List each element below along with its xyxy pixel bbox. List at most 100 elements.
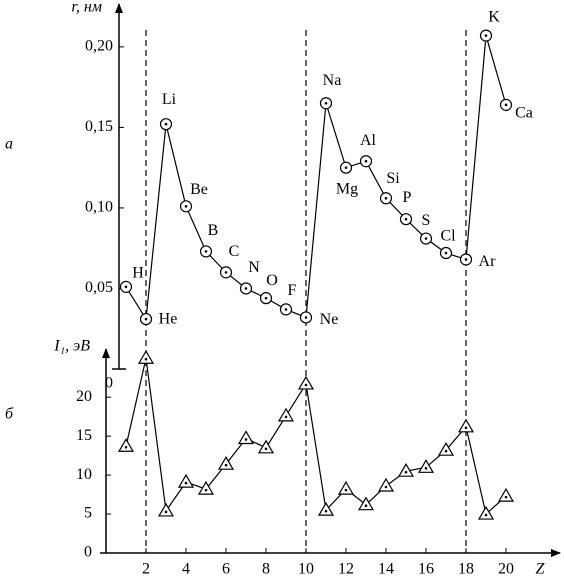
point-dot — [484, 513, 488, 517]
point-dot — [444, 251, 448, 255]
point-dot — [144, 357, 148, 361]
element-label: F — [288, 282, 297, 299]
point — [237, 430, 255, 445]
element-label: H — [132, 265, 144, 282]
y-tick-label: 0,15 — [85, 118, 113, 135]
x-tick-label: 8 — [262, 561, 270, 578]
point-dot — [504, 495, 508, 499]
point-dot — [284, 308, 288, 311]
panel-label: б — [5, 406, 14, 423]
point-dot — [364, 159, 368, 163]
point-dot — [284, 415, 288, 419]
series-line — [125, 358, 507, 516]
point — [197, 480, 215, 495]
point-dot — [444, 449, 448, 453]
point-dot — [184, 481, 188, 485]
point-dot — [344, 166, 348, 169]
point-dot — [264, 447, 268, 451]
series-line — [125, 35, 507, 321]
point — [437, 441, 455, 456]
x-tick-label: 16 — [418, 561, 434, 578]
element-label: Si — [386, 170, 400, 187]
point-dot — [124, 445, 128, 449]
point-dot — [144, 317, 148, 321]
point-dot — [244, 287, 248, 290]
x-tick-label: 12 — [338, 561, 354, 578]
element-label: He — [159, 311, 178, 328]
element-label: Li — [162, 91, 177, 108]
element-label: Mg — [336, 180, 358, 197]
element-label: S — [422, 212, 431, 229]
point-dot — [164, 122, 168, 126]
y-tick-label: 0 — [105, 375, 113, 392]
point-dot — [264, 296, 268, 300]
point-dot — [384, 485, 388, 489]
point-dot — [384, 196, 388, 200]
point — [497, 487, 515, 502]
x-tick-label: 20 — [498, 561, 514, 578]
point-dot — [484, 34, 488, 37]
point-dot — [464, 426, 468, 430]
point — [357, 496, 375, 511]
x-axis-label: Z — [536, 561, 546, 578]
y-tick-label: 15 — [76, 427, 92, 444]
point-dot — [304, 316, 308, 319]
point-dot — [324, 509, 328, 513]
x-tick-label: 2 — [142, 561, 150, 578]
point — [417, 459, 435, 473]
element-label: Ar — [479, 253, 497, 270]
y-tick-label: 0,05 — [85, 279, 113, 296]
point-dot — [204, 488, 208, 492]
element-label: Na — [323, 72, 342, 89]
point — [177, 473, 195, 488]
point-dot — [124, 285, 128, 289]
point-dot — [204, 250, 208, 253]
point-dot — [424, 237, 428, 240]
panel-label: а — [5, 136, 13, 153]
y-tick-label: 0,20 — [85, 38, 113, 55]
point — [337, 480, 355, 495]
y-tick-label: 0 — [84, 544, 92, 561]
point — [297, 375, 315, 390]
element-label: Be — [190, 181, 208, 198]
element-label: K — [488, 8, 500, 25]
y-axis-label: I₁, эВ — [53, 338, 90, 355]
point — [257, 439, 275, 454]
element-label: Ca — [515, 105, 533, 122]
point — [457, 418, 475, 433]
y-axis-label: r, нм — [71, 0, 102, 16]
point-dot — [224, 271, 228, 274]
point-dot — [364, 504, 368, 507]
point-dot — [224, 463, 228, 467]
point — [117, 438, 135, 452]
element-label: B — [208, 222, 219, 239]
point-dot — [184, 205, 188, 208]
x-tick-label: 6 — [222, 561, 230, 578]
element-label: N — [248, 259, 260, 276]
point-dot — [344, 488, 348, 492]
point-dot — [464, 258, 468, 261]
x-tick-label: 14 — [378, 561, 394, 578]
element-label: P — [403, 189, 412, 206]
element-label: Al — [360, 132, 377, 149]
y-tick-label: 20 — [76, 388, 92, 405]
point-dot — [324, 101, 328, 105]
x-tick-label: 18 — [458, 561, 474, 578]
point-dot — [504, 103, 508, 107]
point — [137, 350, 155, 364]
point — [157, 502, 175, 517]
point — [317, 501, 335, 516]
point — [217, 455, 235, 470]
y-tick-label: 5 — [84, 505, 92, 522]
point-dot — [404, 217, 408, 221]
point-dot — [424, 467, 428, 470]
point-dot — [404, 470, 408, 474]
element-label: O — [266, 272, 278, 289]
element-label: Cl — [440, 228, 456, 245]
y-tick-label: 10 — [76, 466, 92, 483]
point — [277, 407, 295, 422]
element-label: C — [229, 243, 240, 260]
point — [397, 463, 415, 477]
point-dot — [304, 383, 308, 387]
